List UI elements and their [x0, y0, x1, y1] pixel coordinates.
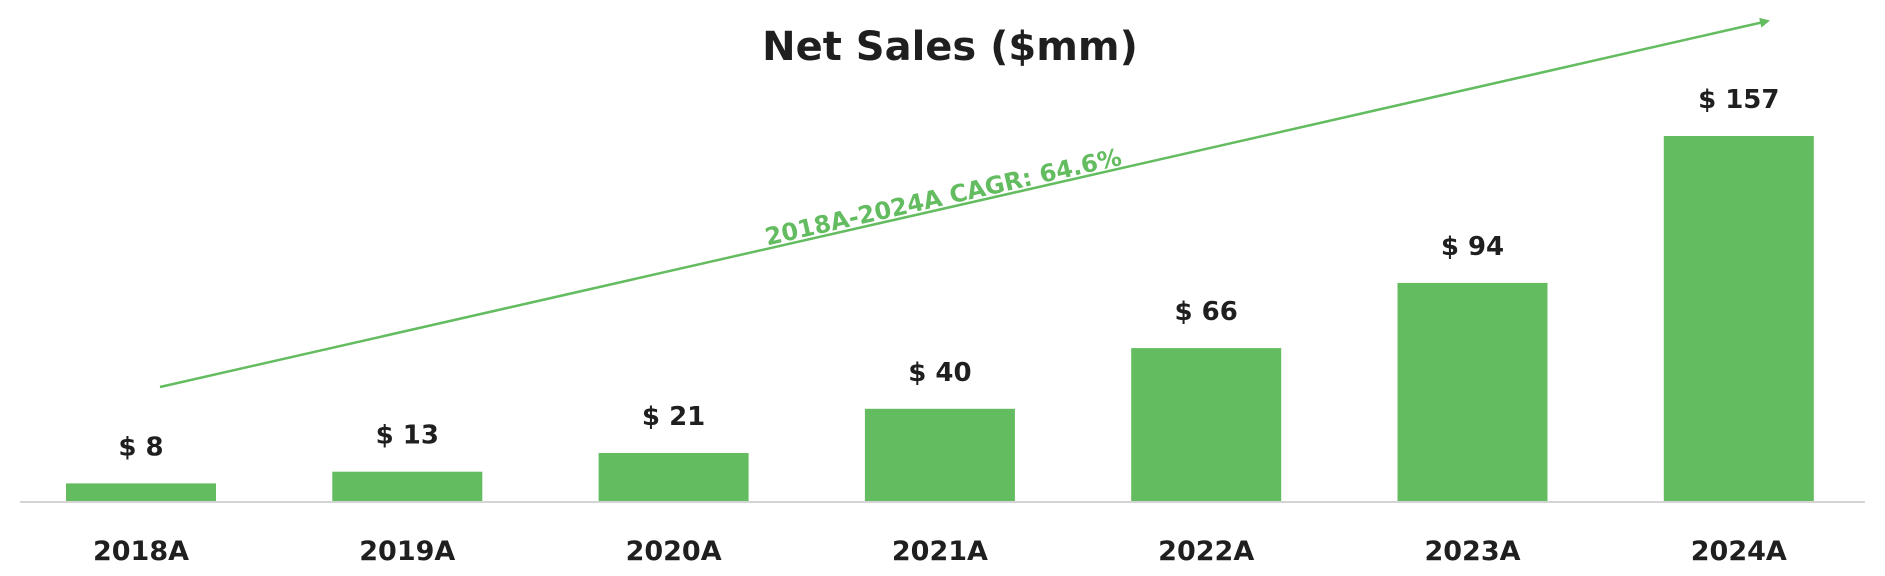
bar-2018A [66, 483, 216, 502]
x-tick-2024A: 2024A [1691, 536, 1787, 567]
x-tick-2022A: 2022A [1158, 536, 1254, 567]
x-tick-2018A: 2018A [93, 536, 189, 567]
x-tick-2023A: 2023A [1424, 536, 1520, 567]
bar-2024A [1663, 136, 1814, 502]
chart-title: Net Sales ($mm) [762, 24, 1138, 70]
bars-group: $ 8 $ 13 $ 21 $ 40 $ 66 $ 94 $ 157 [66, 85, 1814, 502]
value-label-2019A: $ 13 [376, 421, 439, 451]
cagr-annotation: 2018A-2024A CAGR: 64.6% [762, 143, 1124, 251]
value-label-2018A: $ 8 [118, 432, 163, 462]
x-tick-2020A: 2020A [626, 536, 722, 567]
value-label-2021A: $ 40 [908, 358, 971, 388]
cagr-arrow [159, 17, 1770, 389]
bar-2022A [1131, 348, 1282, 502]
bar-2023A [1397, 282, 1548, 502]
value-label-2023A: $ 94 [1441, 232, 1504, 262]
x-tick-2021A: 2021A [892, 536, 988, 567]
bar-2020A [598, 453, 749, 502]
value-label-2020A: $ 21 [642, 402, 705, 432]
x-tick-2019A: 2019A [359, 536, 455, 567]
bar-2019A [332, 471, 483, 502]
value-label-2022A: $ 66 [1175, 297, 1238, 327]
x-axis-tick-labels: 2018A 2019A 2020A 2021A 2022A 2023A 2024A [93, 536, 1787, 567]
bar-2021A [864, 408, 1015, 502]
value-label-2024A: $ 157 [1698, 85, 1779, 115]
